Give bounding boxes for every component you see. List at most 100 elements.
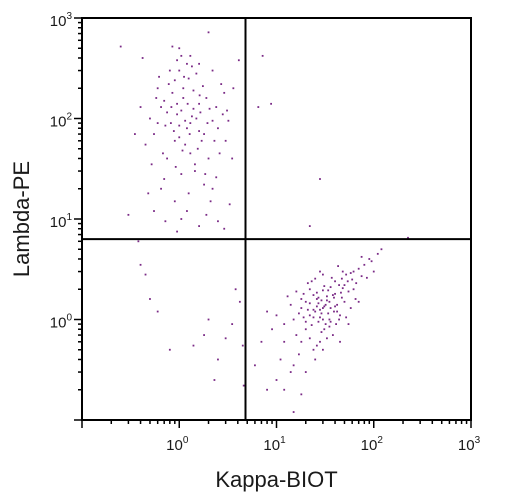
data-point (156, 87, 159, 90)
data-point (171, 45, 174, 48)
data-point (328, 325, 331, 328)
data-point (360, 275, 363, 278)
data-point (310, 324, 313, 326)
data-point (204, 173, 207, 175)
data-point (153, 133, 155, 135)
data-point (320, 312, 323, 315)
data-point (168, 69, 171, 72)
data-point (326, 299, 328, 302)
data-point (275, 379, 278, 381)
data-point (166, 157, 168, 160)
data-point (306, 282, 309, 285)
data-point (198, 130, 200, 132)
data-point (147, 192, 150, 195)
data-point (308, 288, 311, 291)
data-point (341, 270, 344, 273)
data-point (279, 358, 282, 361)
data-point (163, 178, 166, 180)
data-point (335, 323, 337, 325)
data-point (173, 79, 176, 82)
data-point (289, 303, 292, 306)
data-point (337, 265, 339, 267)
data-point (331, 334, 334, 336)
data-point (339, 314, 341, 317)
data-point (149, 117, 151, 120)
data-point (134, 133, 136, 135)
data-point (174, 165, 177, 168)
data-point (211, 119, 214, 122)
data-point (283, 388, 286, 391)
data-point (167, 83, 170, 85)
data-point (224, 139, 227, 142)
data-point (323, 328, 326, 331)
tick-label-exponent: 2 (66, 112, 72, 123)
data-point (322, 348, 324, 351)
data-point (292, 318, 295, 321)
data-point (150, 163, 153, 166)
data-point (192, 344, 195, 347)
data-point (329, 286, 332, 289)
data-point (319, 340, 321, 343)
data-point (176, 102, 178, 105)
data-point (170, 106, 173, 108)
data-point (196, 147, 199, 150)
data-point (119, 45, 122, 48)
data-point (338, 284, 340, 286)
data-point (326, 337, 328, 340)
data-point (207, 318, 210, 321)
data-point (304, 328, 307, 331)
data-point (315, 298, 318, 300)
data-point (283, 340, 286, 343)
data-point (160, 187, 162, 190)
data-point (160, 106, 162, 108)
data-point (213, 139, 216, 142)
data-point (315, 291, 318, 294)
data-point (158, 75, 160, 78)
data-point (314, 277, 317, 280)
data-point (351, 278, 354, 281)
data-point (327, 312, 330, 315)
tick-label-base: 10 (458, 437, 475, 454)
data-point (310, 280, 313, 283)
data-point (218, 152, 221, 155)
data-point (320, 331, 323, 333)
data-point (191, 115, 193, 118)
data-point (327, 289, 330, 292)
data-point (207, 157, 210, 160)
data-point (355, 282, 358, 285)
tick-label-exponent: 0 (183, 435, 189, 446)
data-point (173, 139, 176, 142)
data-point (232, 87, 235, 90)
data-point (302, 316, 305, 319)
y-tick-label: 101 (50, 212, 73, 231)
data-point (333, 296, 335, 299)
data-point (180, 54, 183, 57)
x-axis-title: Kappa-BIOT (215, 467, 337, 492)
data-point (227, 119, 230, 122)
data-point (195, 117, 198, 120)
tick-label-base: 10 (361, 437, 378, 454)
data-point (352, 288, 355, 291)
data-point (180, 173, 183, 175)
data-point (330, 276, 333, 279)
data-point (289, 371, 292, 373)
plot-frame (81, 17, 472, 421)
data-point (370, 260, 373, 263)
data-point (223, 91, 226, 94)
data-point (163, 99, 166, 102)
data-point (343, 300, 346, 303)
data-point (319, 270, 321, 273)
data-point (254, 364, 256, 367)
data-point (194, 163, 196, 166)
data-point (292, 364, 295, 367)
data-point (300, 298, 303, 300)
data-point (182, 87, 185, 90)
data-point (155, 97, 158, 99)
data-point (205, 213, 208, 216)
data-point (144, 273, 147, 276)
data-point (199, 111, 202, 114)
data-point (300, 307, 303, 309)
data-point (221, 113, 224, 116)
data-point (304, 371, 307, 373)
data-point (298, 353, 300, 356)
